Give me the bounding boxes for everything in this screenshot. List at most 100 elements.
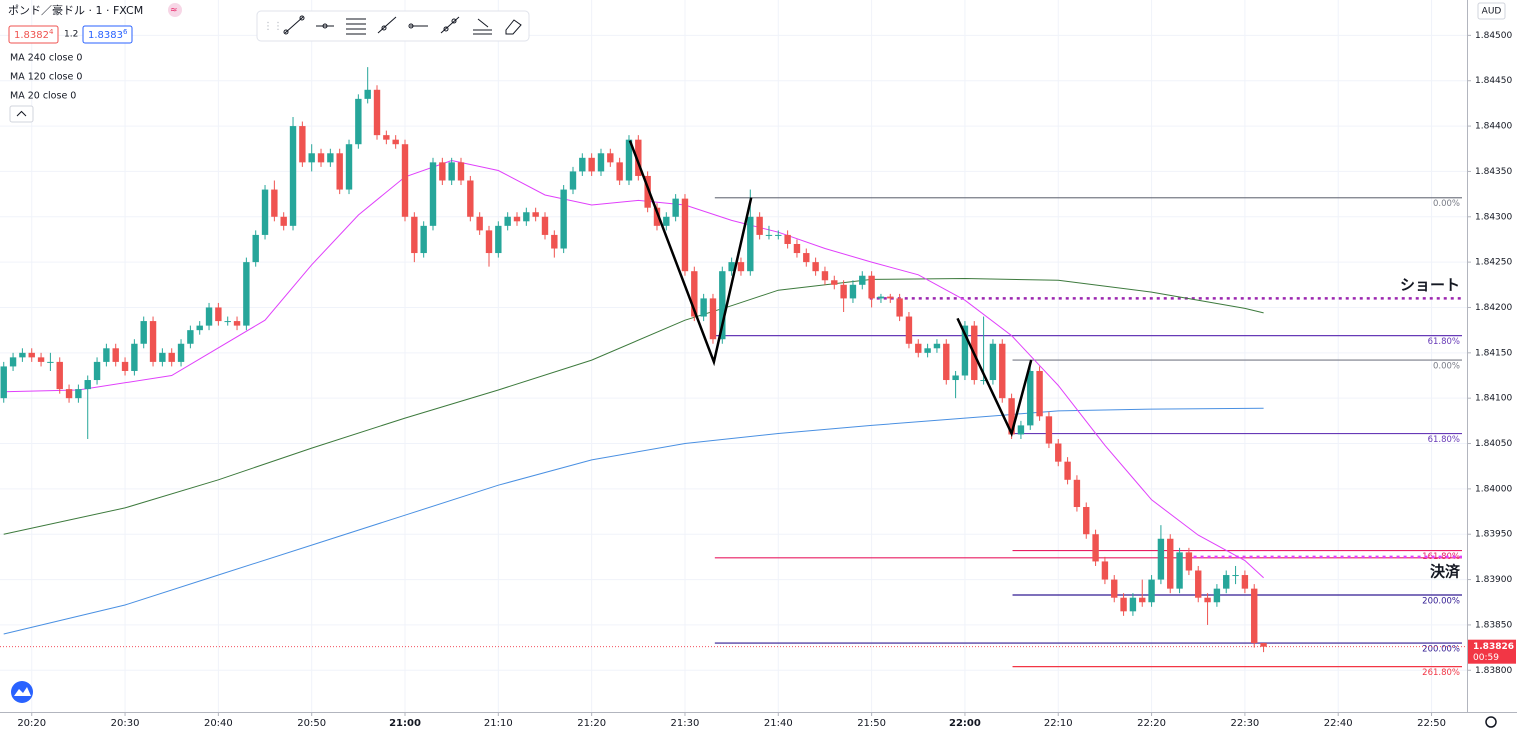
- candle-body: [103, 348, 110, 362]
- x-tick-label: 21:10: [484, 718, 513, 729]
- candle-body: [65, 389, 73, 399]
- candle-body: [849, 284, 857, 299]
- candle-body: [672, 198, 679, 217]
- candle-body: [1157, 538, 1165, 580]
- y-tick-label: 1.83900: [1475, 575, 1512, 585]
- x-tick-label: 22:00: [949, 718, 981, 729]
- candle-body: [1045, 416, 1053, 444]
- candle-body: [868, 275, 875, 299]
- candle-body: [476, 216, 483, 231]
- indicator-label[interactable]: MA 120 close 0: [10, 72, 82, 83]
- candle-body: [579, 157, 586, 172]
- fib-label: 0.00%: [1433, 362, 1460, 372]
- fib-label: 61.80%: [1428, 435, 1460, 445]
- x-tick-label: 22:20: [1137, 718, 1166, 729]
- candle-body: [149, 321, 157, 362]
- y-tick-label: 1.84500: [1475, 31, 1512, 41]
- annotation-text: ショート: [1400, 276, 1460, 294]
- y-tick-label: 1.84350: [1475, 167, 1512, 177]
- candle-body: [999, 343, 1006, 399]
- indicator-label[interactable]: MA 20 close 0: [10, 91, 76, 102]
- candle-body: [177, 343, 185, 362]
- candle-body: [1064, 461, 1071, 480]
- drag-handle[interactable]: ⋮⋮: [263, 21, 283, 32]
- y-tick-label: 1.84100: [1475, 394, 1512, 404]
- tool-dot: [299, 15, 305, 21]
- tool-eraser[interactable]: [505, 19, 522, 35]
- candle-body: [681, 198, 689, 272]
- candle-body: [19, 352, 26, 358]
- candle-body: [56, 361, 63, 390]
- y-tick-label: 1.84050: [1475, 439, 1512, 449]
- tool-dot: [443, 26, 449, 32]
- candle-body: [327, 153, 334, 163]
- x-tick-label: 21:00: [389, 718, 421, 729]
- y-tick-label: 1.84250: [1475, 258, 1512, 268]
- candle-body: [663, 216, 670, 226]
- candle-body: [1185, 552, 1193, 571]
- indicator-label[interactable]: MA 240 close 0: [10, 53, 82, 64]
- tool-trendline[interactable]: [284, 16, 304, 34]
- x-tick-label: 22:30: [1230, 718, 1259, 729]
- currency-box[interactable]: [1477, 2, 1506, 20]
- candle-body: [607, 153, 614, 163]
- candle-body: [261, 189, 269, 235]
- tool-fib-ext[interactable]: [473, 18, 492, 35]
- axes: 1.84500 1.84450 1.84400 1.84350 1.84300 1.842…: [17, 31, 1516, 729]
- x-tick-label: 22:10: [1044, 718, 1073, 729]
- candle-body: [877, 296, 885, 299]
- y-tick-label: 1.83850: [1475, 620, 1512, 630]
- candle-body: [765, 234, 773, 236]
- settings-icon[interactable]: [1485, 716, 1497, 728]
- candle-body: [653, 207, 661, 226]
- candle-body: [616, 162, 623, 181]
- candle-body: [1055, 443, 1062, 462]
- candle-body: [131, 343, 138, 371]
- fib-label: 0.00%: [1433, 199, 1460, 209]
- candle-body: [308, 153, 315, 163]
- tool-dot: [451, 18, 457, 24]
- x-tick-label: 21:40: [764, 718, 793, 729]
- ask-price[interactable]: 1.83836: [88, 28, 128, 41]
- x-tick-label: 21:20: [577, 718, 606, 729]
- tool-fib[interactable]: [346, 18, 366, 35]
- candle-body: [429, 162, 437, 226]
- candle-body: [803, 253, 810, 263]
- candle-body: [140, 321, 147, 344]
- candle-body: [112, 348, 119, 362]
- ask-box[interactable]: [82, 25, 133, 44]
- candle-body: [1092, 534, 1099, 562]
- bid-price[interactable]: 1.83824: [14, 28, 54, 41]
- candle-body: [859, 275, 866, 285]
- candle-body: [485, 230, 493, 254]
- tool-ray[interactable]: [377, 16, 397, 34]
- candle-body: [1251, 588, 1258, 644]
- bid-box[interactable]: [8, 25, 59, 44]
- tool-dot: [322, 23, 328, 29]
- candle-body: [737, 262, 745, 272]
- candle-body: [1167, 538, 1174, 589]
- candle-body: [756, 216, 763, 235]
- candle-body: [121, 361, 129, 371]
- candle-body: [392, 139, 399, 145]
- candle-body: [569, 171, 577, 190]
- zigzag-line: [956, 317, 1033, 438]
- candle-body: [495, 225, 502, 254]
- candle-body: [523, 212, 530, 222]
- collapse-button[interactable]: [9, 105, 34, 123]
- x-tick-label: 22:50: [1417, 718, 1446, 729]
- candle-body: [411, 216, 418, 254]
- toolbar-panel: [256, 10, 530, 42]
- candle-body: [709, 298, 717, 340]
- currency-label[interactable]: AUD: [1482, 7, 1502, 17]
- candle-body: [243, 262, 250, 326]
- candle-body: [635, 139, 642, 176]
- y-tick-label: 1.84450: [1475, 76, 1512, 86]
- candle-body: [905, 316, 913, 344]
- y-tick-label: 1.84400: [1475, 122, 1512, 132]
- candle-body: [532, 212, 539, 217]
- x-tick-label: 22:40: [1324, 718, 1353, 729]
- candle-body: [775, 234, 782, 236]
- candle-body: [224, 321, 231, 323]
